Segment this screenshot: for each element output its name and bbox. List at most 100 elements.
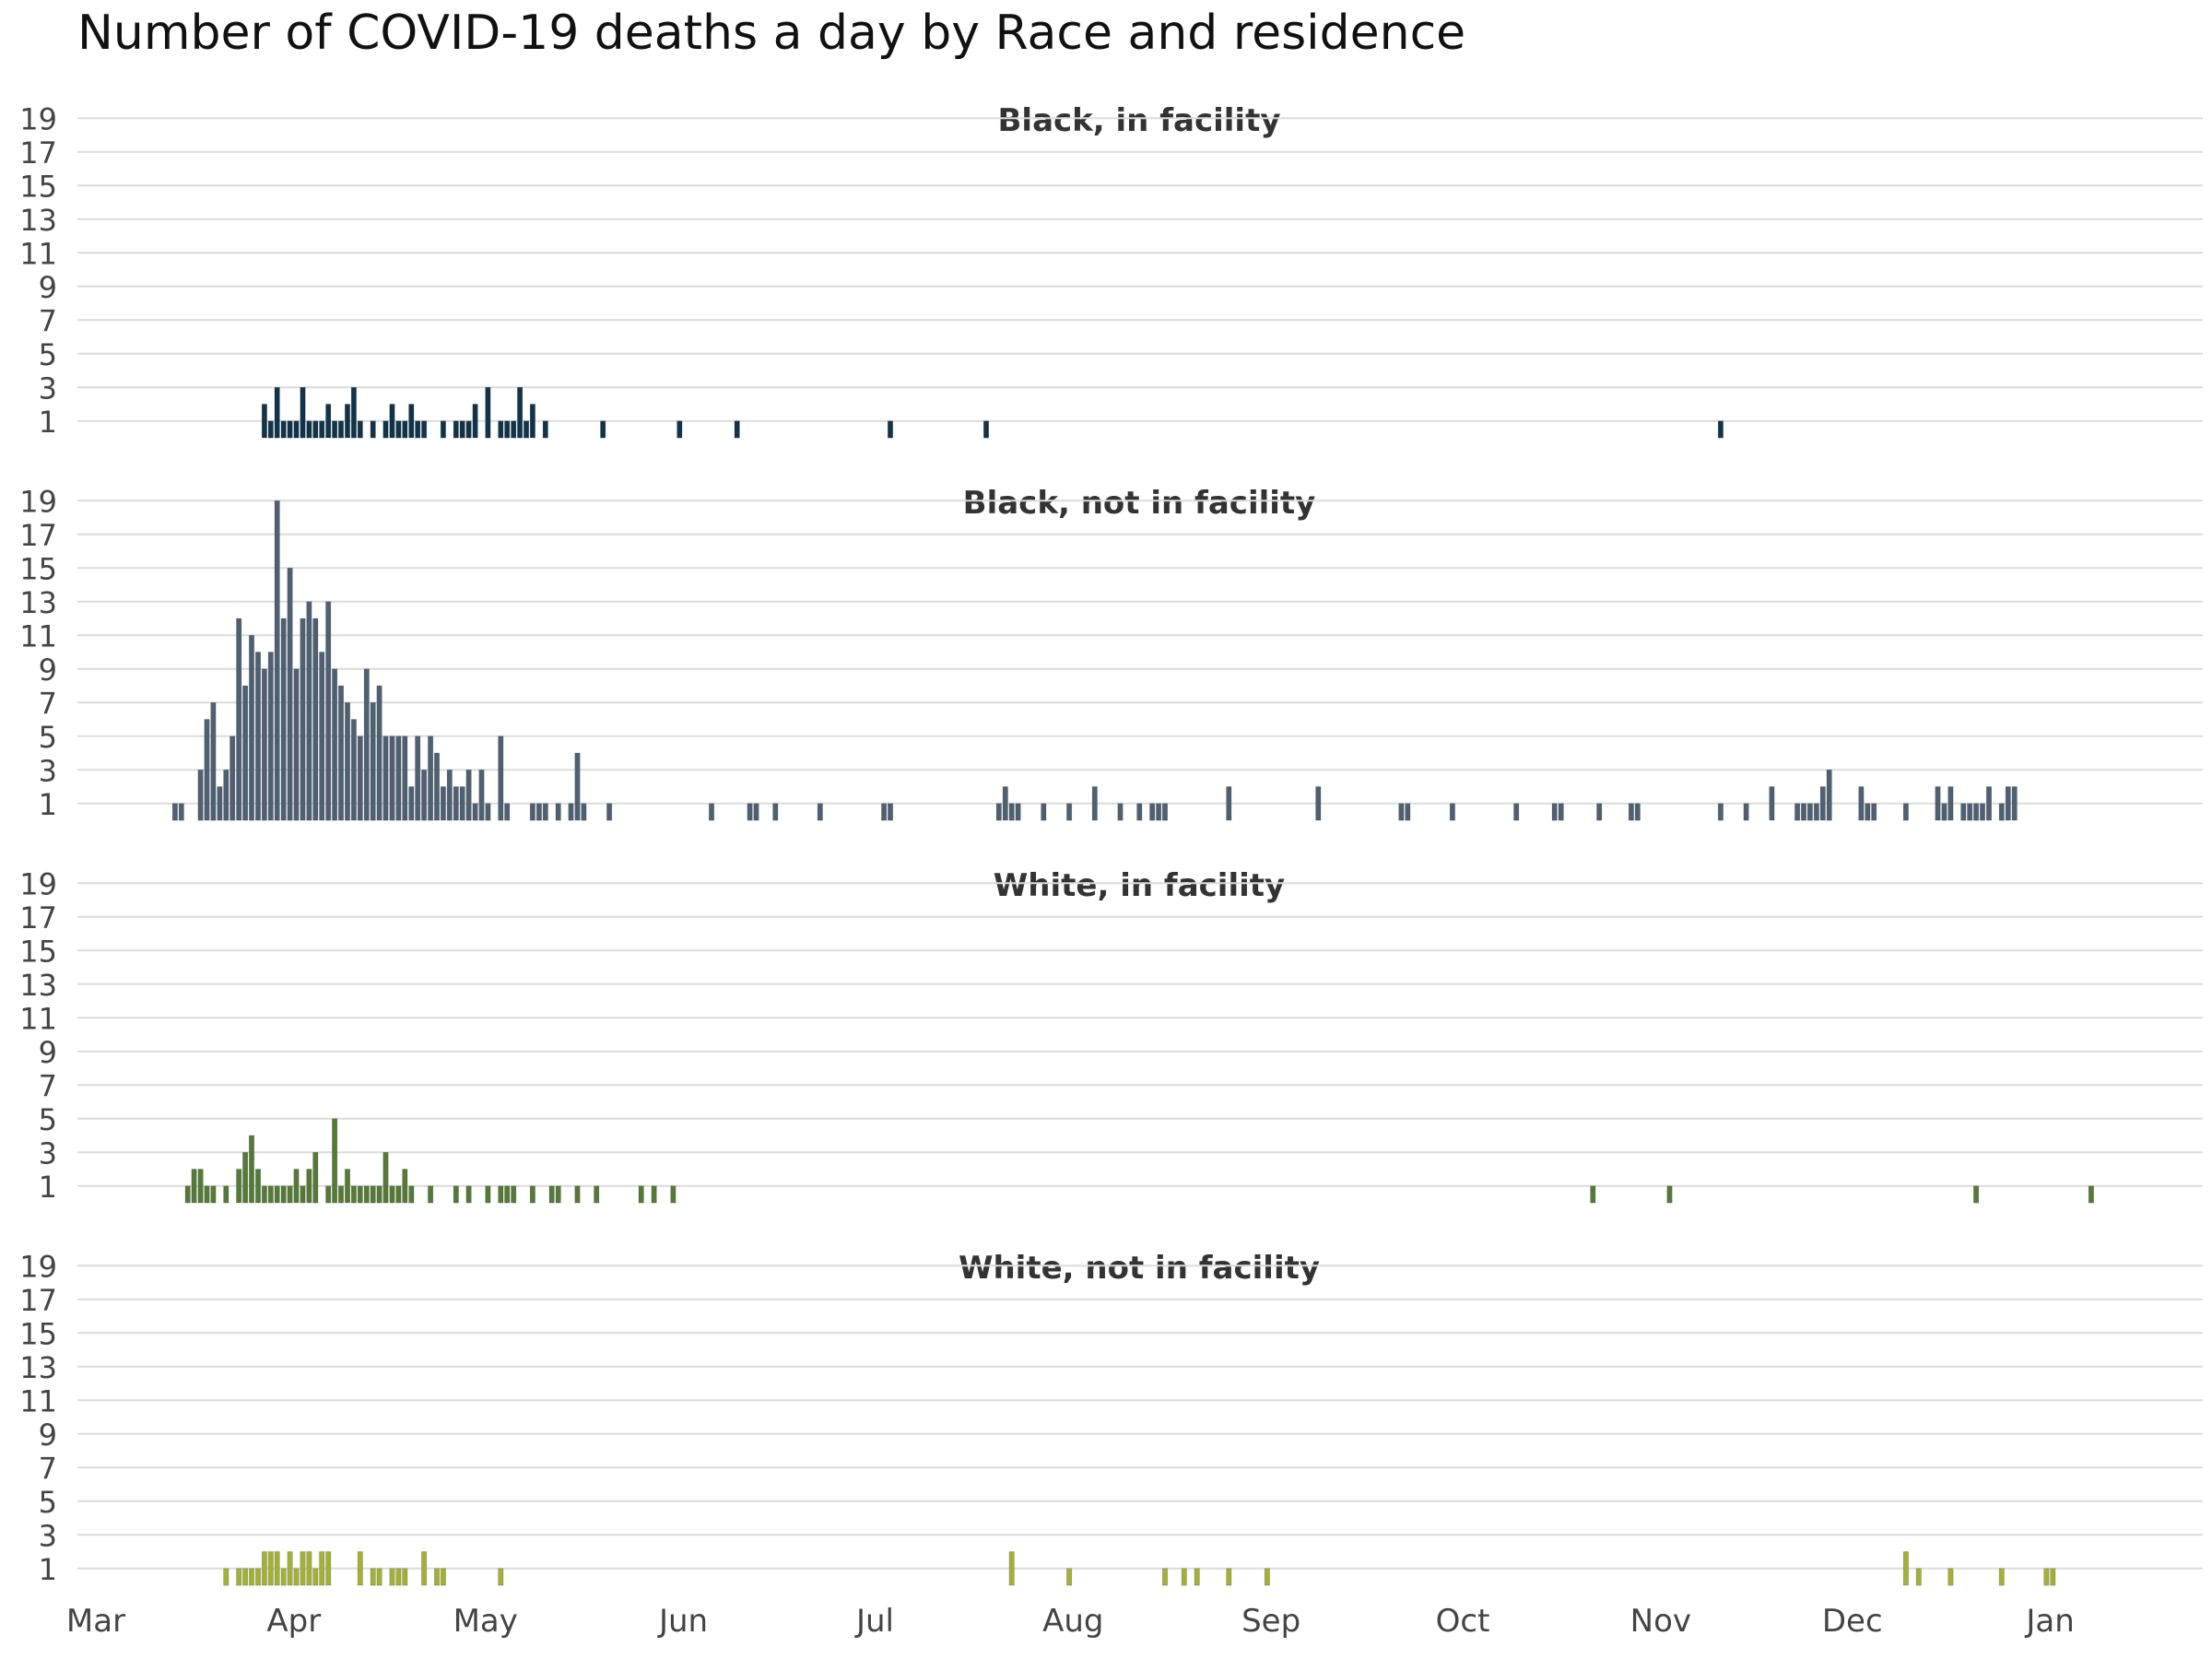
bar (600, 420, 606, 439)
bar (370, 1185, 376, 1204)
bar (1149, 803, 1156, 821)
bar (1666, 1185, 1673, 1204)
bar (236, 1568, 242, 1586)
bar (332, 668, 338, 821)
bar (1264, 1568, 1270, 1586)
bar (887, 803, 893, 821)
y-tick-label: 17 (19, 518, 57, 553)
bar (306, 601, 312, 821)
bar (1551, 803, 1558, 821)
bar (312, 1152, 319, 1204)
bar (236, 1169, 242, 1204)
bar (376, 685, 382, 821)
bar (1980, 803, 1986, 821)
bar (421, 420, 428, 439)
bar (267, 420, 274, 439)
bar (453, 1185, 459, 1204)
bar (267, 652, 274, 821)
bar (248, 1568, 254, 1586)
bar (1973, 803, 1980, 821)
x-tick-label: Dec (1822, 1603, 1883, 1640)
y-tick-label: 5 (39, 1102, 57, 1137)
bar (1558, 803, 1564, 821)
bar (223, 769, 229, 821)
bar (1008, 803, 1015, 821)
y-tick-label: 7 (39, 686, 57, 721)
y-tick-label: 1 (39, 787, 57, 822)
bar (747, 803, 753, 821)
bar (280, 1185, 287, 1204)
bar (1226, 786, 1232, 821)
bar (485, 1185, 491, 1204)
bar (1865, 803, 1871, 821)
bar (344, 404, 350, 439)
x-tick-label: Sep (1241, 1603, 1300, 1640)
bar (734, 420, 740, 439)
x-tick-label: Jun (657, 1603, 708, 1640)
y-tick-label: 3 (39, 1135, 57, 1171)
bar (1117, 803, 1124, 821)
bar (428, 735, 434, 821)
bar (1162, 803, 1169, 821)
bar (1902, 1551, 1909, 1586)
x-tick-label: Jan (2024, 1603, 2074, 1640)
bar (465, 769, 472, 821)
bar (574, 1185, 581, 1204)
bar (1628, 803, 1634, 821)
bar (236, 618, 242, 821)
bar (254, 1568, 261, 1586)
bar (433, 752, 440, 821)
bar (402, 1568, 408, 1586)
bar (995, 803, 1002, 821)
bar (1986, 786, 1993, 821)
bar (1194, 1568, 1200, 1586)
bar (472, 404, 478, 439)
bar (428, 1185, 434, 1204)
bar (677, 420, 683, 439)
bar (574, 752, 581, 821)
bar (312, 420, 319, 439)
bar (325, 404, 332, 439)
bar (498, 1568, 504, 1586)
y-tick-label: 15 (19, 934, 57, 969)
y-tick-label: 11 (19, 236, 57, 271)
bar (382, 1152, 389, 1204)
bar (408, 404, 415, 439)
bar (402, 1169, 408, 1204)
bar (319, 652, 325, 821)
bar (300, 618, 306, 821)
bar (261, 404, 267, 439)
bar (293, 668, 300, 821)
bar (440, 1568, 446, 1586)
bar (529, 404, 535, 439)
bar (223, 1568, 229, 1586)
bar (1449, 803, 1455, 821)
bar (1935, 786, 1941, 821)
y-tick-label: 9 (39, 1418, 57, 1453)
bar (1973, 1185, 1980, 1204)
panel-title: Black, in facility (998, 102, 1281, 139)
bar (1226, 1568, 1232, 1586)
y-tick-label: 13 (19, 968, 57, 1003)
bar (542, 420, 548, 439)
bar (332, 1118, 338, 1204)
y-tick-label: 3 (39, 753, 57, 788)
bar (1315, 786, 1322, 821)
y-tick-label: 17 (19, 1283, 57, 1318)
y-tick-label: 19 (19, 866, 57, 901)
bar (459, 786, 465, 821)
bar (242, 685, 249, 821)
bar (1947, 1568, 1954, 1586)
y-tick-label: 1 (39, 1170, 57, 1205)
y-tick-label: 1 (39, 1552, 57, 1587)
bar (280, 1568, 287, 1586)
bar (370, 1568, 376, 1586)
bar (1801, 803, 1807, 821)
bar (1513, 803, 1520, 821)
bar (983, 420, 990, 439)
bar (1858, 786, 1865, 821)
bar (337, 420, 344, 439)
y-tick-label: 13 (19, 585, 57, 620)
bar (242, 1152, 249, 1204)
